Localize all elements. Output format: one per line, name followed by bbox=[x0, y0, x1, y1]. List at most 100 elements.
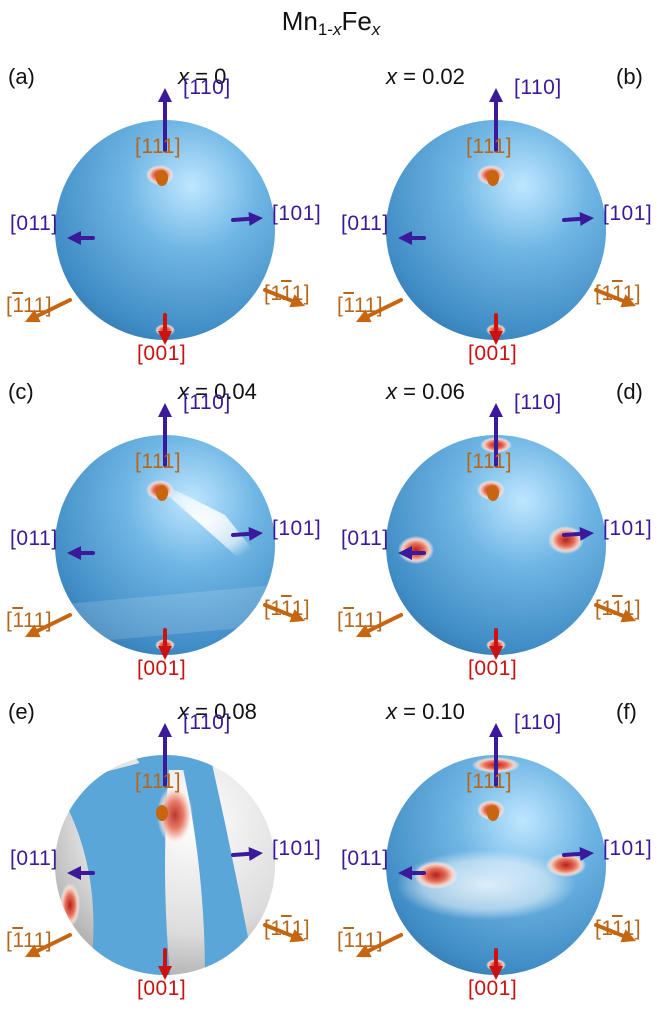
arrow-001 bbox=[158, 628, 172, 660]
panel-a: (a) x = 0 [110] [111] [011] [101] [111] [111] [0… bbox=[0, 60, 331, 385]
label-111: [111] bbox=[466, 770, 513, 793]
arrow-1m11 bbox=[263, 923, 305, 943]
label-110: [110] bbox=[183, 391, 231, 414]
panel-d: (d) x = 0.06 [110] [111] [011] [101] [111] [111… bbox=[331, 375, 662, 700]
arrow-001 bbox=[158, 313, 172, 345]
x-value: x = 0.08 bbox=[178, 699, 257, 724]
label-110: [110] bbox=[183, 711, 231, 734]
label-011: [011] bbox=[341, 527, 389, 550]
panel-c: (c) x = 0.04 [110] [111] [011] [101] [111] [111… bbox=[0, 375, 331, 700]
arrow-m111 bbox=[356, 613, 403, 638]
label-1m11: [111] bbox=[595, 597, 642, 620]
arrow-011 bbox=[67, 231, 95, 245]
panel-f: (f) x = 0.10 [110] [111] [011] [101] [111] [111… bbox=[331, 695, 662, 1020]
label-110: [110] bbox=[514, 391, 562, 414]
panel-label: (f) bbox=[616, 699, 637, 724]
label-1m11: [111] bbox=[264, 917, 311, 940]
arrow-m111 bbox=[25, 613, 72, 638]
label-111: [111] bbox=[466, 450, 513, 473]
panel-label: (a) bbox=[8, 64, 35, 89]
arrow-011 bbox=[398, 546, 426, 560]
arrow-001 bbox=[489, 313, 503, 345]
arrow-111 bbox=[487, 805, 499, 821]
x-value: x = 0.02 bbox=[386, 64, 465, 89]
label-110: [110] bbox=[183, 76, 231, 99]
label-011: [011] bbox=[341, 212, 389, 235]
arrow-1m11 bbox=[263, 288, 305, 308]
arrow-111 bbox=[487, 170, 499, 186]
label-m111: [111] bbox=[337, 929, 384, 952]
label-m111: [111] bbox=[337, 609, 384, 632]
arrow-111 bbox=[156, 805, 168, 821]
arrow-101 bbox=[231, 846, 263, 861]
arrow-001 bbox=[489, 628, 503, 660]
x-value: x = 0.06 bbox=[386, 379, 465, 404]
arrow-110 bbox=[489, 723, 503, 787]
panel-label: (d) bbox=[616, 379, 643, 404]
sphere bbox=[55, 755, 275, 975]
arrow-1m11 bbox=[594, 923, 636, 943]
label-110: [110] bbox=[514, 711, 562, 734]
x-value: x = 0 bbox=[178, 64, 227, 89]
label-001: [001] bbox=[468, 342, 518, 365]
label-101: [101] bbox=[603, 202, 653, 225]
label-m111: [111] bbox=[6, 929, 53, 952]
arrow-001 bbox=[158, 948, 172, 980]
arrow-101 bbox=[562, 526, 594, 541]
arrow-111 bbox=[487, 485, 499, 501]
arrow-011 bbox=[398, 231, 426, 245]
label-1m11: [111] bbox=[595, 282, 642, 305]
label-101: [101] bbox=[603, 517, 653, 540]
arrow-111 bbox=[156, 170, 168, 186]
label-001: [001] bbox=[468, 657, 518, 680]
label-111: [111] bbox=[135, 450, 182, 473]
figure-title: Mn1-xFex bbox=[281, 6, 381, 39]
arrow-m111 bbox=[356, 298, 403, 323]
arrow-m111 bbox=[25, 298, 72, 323]
arrow-001 bbox=[489, 948, 503, 980]
arrow-110 bbox=[158, 723, 172, 787]
label-011: [011] bbox=[341, 847, 389, 870]
label-m111: [111] bbox=[6, 609, 53, 632]
panel-b: (b) x = 0.02 [110] [111] [011] [101] [111] [111… bbox=[331, 60, 662, 385]
label-011: [011] bbox=[10, 527, 58, 550]
x-value: x = 0.10 bbox=[386, 699, 465, 724]
label-1m11: [111] bbox=[595, 917, 642, 940]
label-1m11: [111] bbox=[264, 282, 311, 305]
arrow-111 bbox=[156, 485, 168, 501]
label-m111: [111] bbox=[337, 294, 384, 317]
arrow-110 bbox=[489, 403, 503, 467]
label-101: [101] bbox=[603, 837, 653, 860]
panel-e: (e) x = 0.08 [110] [111] [011] [101] [111] [111… bbox=[0, 695, 331, 1020]
arrow-101 bbox=[562, 211, 594, 226]
label-011: [011] bbox=[10, 212, 58, 235]
arrow-101 bbox=[231, 526, 263, 541]
label-011: [011] bbox=[10, 847, 58, 870]
panel-label: (c) bbox=[8, 379, 34, 404]
panel-label: (e) bbox=[8, 699, 35, 724]
arrow-m111 bbox=[25, 933, 72, 958]
arrow-101 bbox=[231, 211, 263, 226]
label-001: [001] bbox=[137, 657, 187, 680]
label-1m11: [111] bbox=[264, 597, 311, 620]
arrow-101 bbox=[562, 846, 594, 861]
x-value: x = 0.04 bbox=[178, 379, 257, 404]
arrow-1m11 bbox=[263, 603, 305, 623]
arrow-011 bbox=[67, 546, 95, 560]
arrow-110 bbox=[489, 88, 503, 152]
label-101: [101] bbox=[272, 517, 322, 540]
label-111: [111] bbox=[135, 770, 182, 793]
arrow-m111 bbox=[356, 933, 403, 958]
panel-label: (b) bbox=[616, 64, 643, 89]
label-001: [001] bbox=[468, 977, 518, 1000]
arrow-011 bbox=[398, 866, 426, 880]
arrow-110 bbox=[158, 88, 172, 152]
label-001: [001] bbox=[137, 977, 187, 1000]
label-111: [111] bbox=[135, 135, 182, 158]
sphere bbox=[55, 435, 275, 655]
label-101: [101] bbox=[272, 202, 322, 225]
label-001: [001] bbox=[137, 342, 187, 365]
label-110: [110] bbox=[514, 76, 562, 99]
arrow-110 bbox=[158, 403, 172, 467]
sphere bbox=[386, 755, 606, 975]
